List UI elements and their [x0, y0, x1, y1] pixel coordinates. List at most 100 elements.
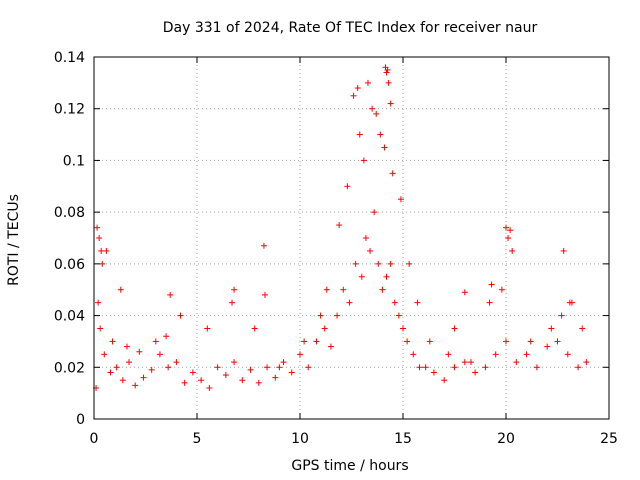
data-point [260, 242, 267, 249]
data-point [503, 224, 509, 231]
y-tick-label: 0.12 [54, 102, 85, 118]
data-point [206, 384, 213, 391]
data-point [451, 364, 458, 371]
data-point [414, 299, 421, 306]
data-point [189, 369, 196, 376]
y-tick-label: 0.14 [54, 50, 85, 66]
data-point [371, 209, 378, 216]
data-point [384, 66, 391, 73]
data-point [231, 359, 238, 366]
data-point [214, 364, 221, 371]
data-point [132, 382, 139, 389]
data-point [321, 325, 328, 332]
data-point [560, 247, 567, 254]
data-point [123, 343, 130, 350]
y-axis-ticks: 0 0.02 0.04 0.06 0.08 0.1 0.12 0.14 [54, 50, 609, 428]
data-point [346, 299, 353, 306]
data-point [99, 260, 106, 267]
data-point [148, 366, 155, 373]
data-point [548, 325, 555, 332]
data-point [327, 343, 334, 350]
data-point [513, 359, 520, 366]
data-points [93, 64, 590, 391]
data-point [373, 110, 380, 117]
data-point [239, 377, 246, 384]
data-point [107, 369, 114, 376]
data-point [340, 286, 347, 293]
data-point [533, 364, 540, 371]
y-tick-label: 0.08 [54, 205, 85, 221]
y-tick-label: 0.1 [63, 153, 85, 169]
data-point [103, 247, 110, 254]
data-point [488, 281, 495, 288]
data-point [492, 351, 499, 358]
x-tick-label: 5 [193, 431, 202, 447]
data-point [101, 351, 108, 358]
x-tick-label: 15 [394, 431, 412, 447]
data-point [163, 333, 170, 340]
data-point [422, 364, 429, 371]
data-point [297, 351, 303, 358]
data-point [95, 299, 102, 306]
x-tick-label: 0 [90, 431, 99, 447]
data-point [350, 92, 357, 99]
data-point [426, 338, 433, 345]
data-point [387, 100, 394, 107]
data-point [381, 144, 388, 151]
data-point [117, 286, 124, 293]
x-axis-ticks: 0 5 10 15 20 25 [90, 57, 618, 447]
data-point [564, 351, 571, 358]
data-point [486, 299, 493, 306]
data-point [198, 377, 205, 384]
data-point [94, 224, 101, 231]
data-point [503, 338, 509, 345]
y-axis-label: ROTI / TECUs [6, 194, 22, 286]
data-point [391, 299, 398, 306]
data-point [356, 131, 363, 138]
data-point [377, 131, 384, 138]
data-point [276, 364, 283, 371]
data-point [280, 359, 287, 366]
data-point [566, 299, 573, 306]
data-point [336, 222, 343, 229]
data-point [445, 351, 452, 358]
data-point [364, 79, 371, 86]
data-point [583, 359, 590, 366]
data-point [301, 338, 308, 345]
data-point [313, 338, 320, 345]
y-tick-label: 0.02 [54, 360, 85, 376]
data-point [461, 289, 468, 296]
data-point [544, 343, 551, 350]
data-point [222, 372, 229, 379]
data-point [173, 359, 180, 366]
data-point [251, 325, 258, 332]
data-point [441, 377, 448, 384]
data-point [229, 299, 236, 306]
data-point [404, 338, 411, 345]
x-axis-label: GPS time / hours [291, 458, 408, 474]
data-point [261, 291, 268, 298]
data-point [389, 170, 396, 177]
y-tick-label: 0.06 [54, 257, 85, 273]
data-point [527, 338, 534, 345]
y-tick-label: 0 [76, 412, 85, 428]
data-point [272, 374, 279, 381]
data-point [367, 247, 374, 254]
data-point [152, 338, 159, 345]
data-point [416, 364, 423, 371]
data-point [264, 364, 271, 371]
data-point [167, 291, 174, 298]
data-point [323, 286, 330, 293]
data-point [255, 379, 262, 386]
data-point [379, 286, 386, 293]
data-point [523, 351, 530, 358]
data-point [385, 79, 392, 86]
x-tick-label: 10 [291, 431, 309, 447]
data-point [344, 183, 351, 190]
data-point [360, 157, 367, 164]
data-point [387, 260, 394, 267]
data-point [305, 364, 312, 371]
data-point [97, 325, 104, 332]
data-point [383, 273, 390, 280]
